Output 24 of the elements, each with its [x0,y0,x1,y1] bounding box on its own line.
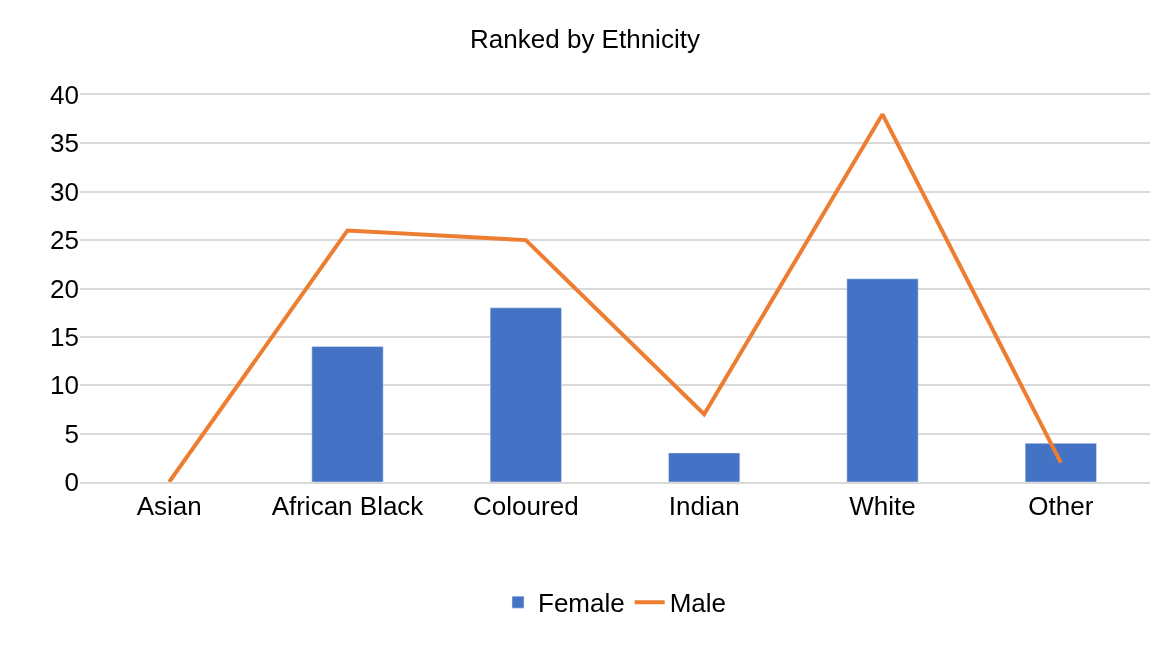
bar [846,278,919,482]
legend-label: Male [669,588,727,619]
x-tick-label: Indian [668,490,740,521]
y-tick-label: 20 [50,273,79,304]
line-series [167,112,1063,482]
bar [311,346,384,482]
bar [489,307,562,482]
x-tick-label: Other [1028,490,1094,521]
chart-title: Ranked by Ethnicity [470,23,700,54]
y-tick-label: 25 [50,225,79,256]
x-tick-label: Asian [136,490,202,521]
y-tick-label: 30 [50,176,79,207]
y-tick-label: 10 [50,370,79,401]
y-tick-label: 5 [64,418,79,449]
bar [668,452,741,482]
y-tick-label: 35 [50,128,79,159]
y-tick-label: 0 [64,467,79,498]
y-tick-label: 15 [50,321,79,352]
y-tick-label: 40 [50,80,79,111]
x-tick-label: White [849,490,916,521]
legend-label: Female [538,588,625,619]
x-tick-label: African Black [271,490,425,521]
bar [1024,443,1097,482]
x-tick-label: Coloured [473,490,579,521]
